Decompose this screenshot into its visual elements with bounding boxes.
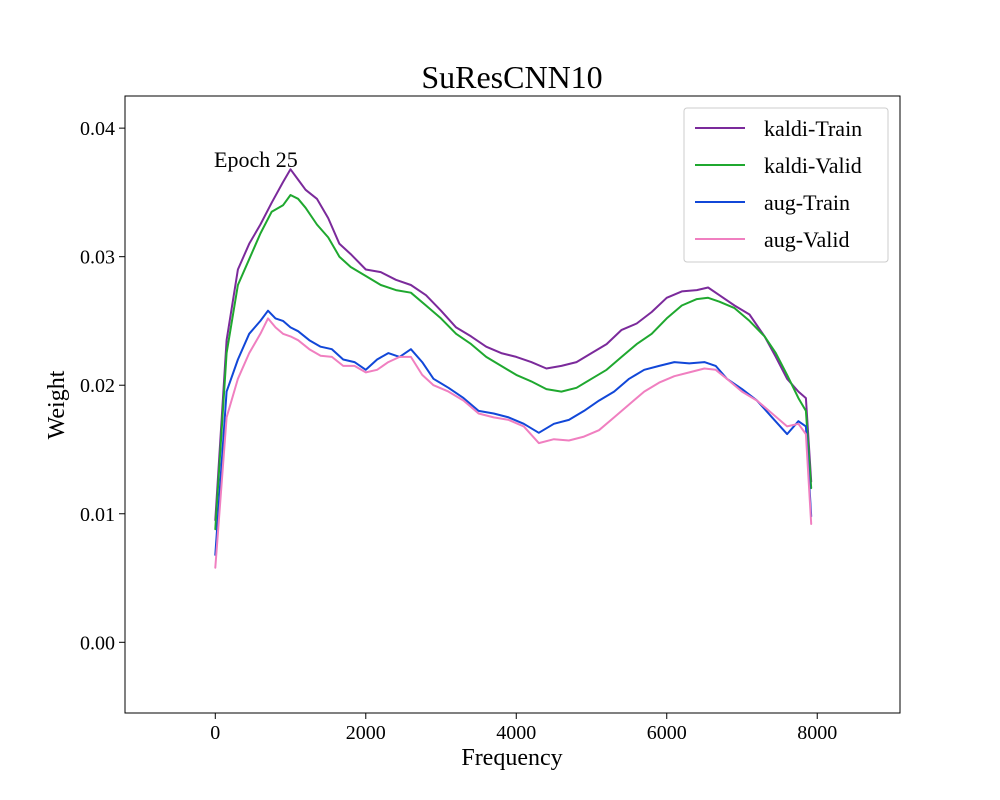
plot-frame [124, 95, 901, 714]
chart-title: SuResCNN10 [421, 59, 602, 95]
x-axis-ticks: 0 2000 4000 6000 8000 [210, 713, 837, 744]
legend-label: aug-Valid [764, 227, 850, 252]
x-tick-label: 0 [210, 722, 220, 744]
y-tick-label: 0.01 [80, 504, 115, 526]
y-tick-label: 0.02 [80, 375, 115, 397]
x-tick-label: 4000 [496, 722, 536, 744]
legend-frame [683, 107, 889, 263]
y-tick-label: 0.00 [80, 632, 115, 654]
legend-label: kaldi-Train [764, 116, 862, 141]
series-line-aug-valid [214, 317, 813, 569]
x-axis-label: Frequency [461, 745, 562, 771]
y-axis-label: Weight [44, 370, 70, 439]
y-tick-label: 0.04 [80, 118, 115, 140]
series-layer [214, 168, 813, 569]
y-axis-ticks: 0.00 0.01 0.02 0.03 0.04 [80, 118, 125, 654]
legend-label: aug-Train [764, 190, 850, 215]
x-tick-label: 6000 [647, 722, 687, 744]
x-tick-label: 2000 [346, 722, 386, 744]
series-line-aug-train [214, 309, 813, 556]
plot-area: 0 2000 4000 6000 8000 0.00 0.01 0.02 0.03 0.04 [80, 95, 901, 744]
series-line-kaldi-train [214, 168, 813, 522]
legend-entries: kaldi-Train kaldi-Valid aug-Train aug-Valid [695, 116, 862, 252]
x-tick-label: 8000 [797, 722, 837, 744]
epoch-annotation: Epoch 25 [214, 147, 298, 172]
legend: kaldi-Train kaldi-Valid aug-Train aug-Valid [683, 107, 889, 263]
y-tick-label: 0.03 [80, 247, 115, 269]
legend-label: kaldi-Valid [764, 153, 862, 178]
series-line-kaldi-valid [214, 194, 813, 531]
